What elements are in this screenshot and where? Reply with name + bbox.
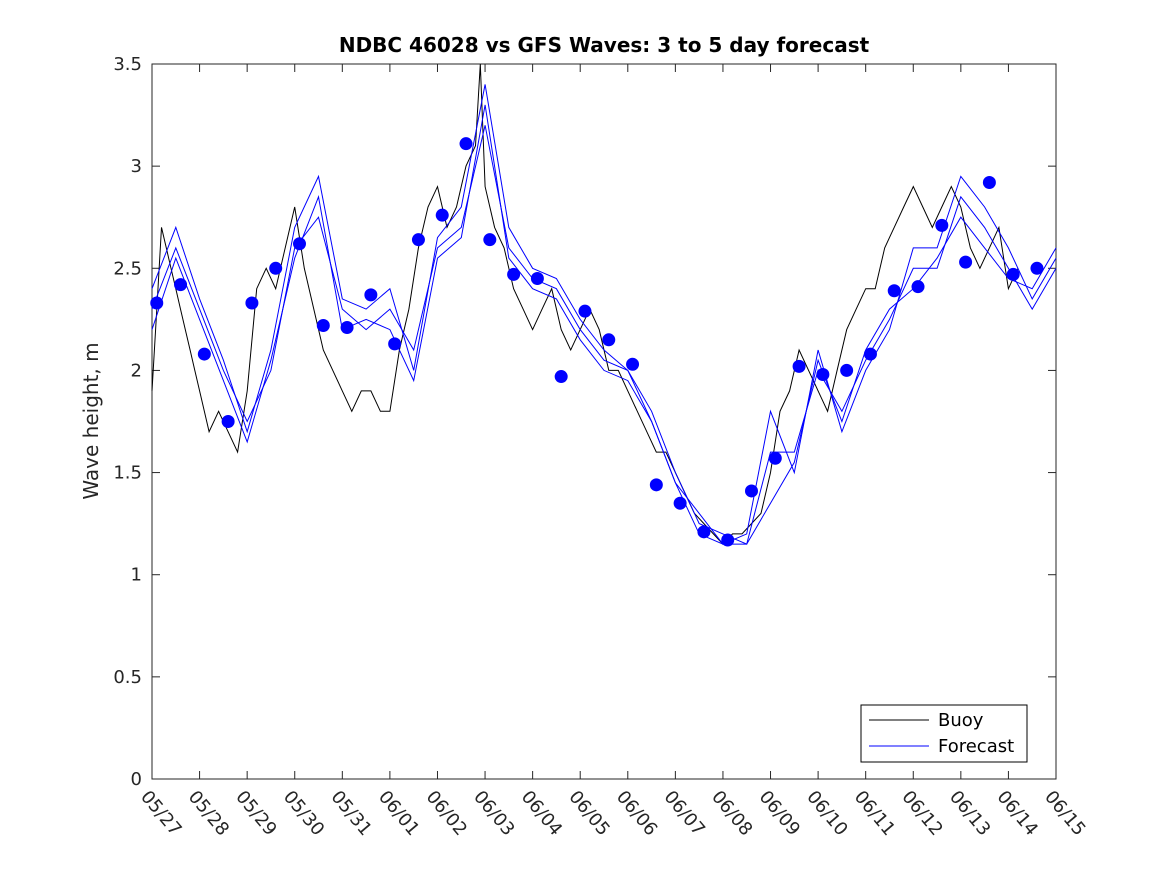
y-tick-label: 3.5 xyxy=(113,54,142,75)
forecast-marker xyxy=(150,296,164,310)
forecast-marker xyxy=(197,347,211,361)
forecast-marker xyxy=(269,261,283,275)
forecast-marker xyxy=(435,208,449,222)
forecast-marker xyxy=(459,137,473,151)
y-tick-label: 2 xyxy=(131,360,142,381)
forecast-marker xyxy=(840,363,854,377)
y-tick-label: 1.5 xyxy=(113,463,142,484)
y-tick-label: 1 xyxy=(131,565,142,586)
forecast-marker xyxy=(221,415,235,428)
forecast-marker xyxy=(649,478,663,492)
legend: Buoy Forecast xyxy=(860,704,1028,763)
forecast-marker xyxy=(982,175,996,189)
forecast-marker xyxy=(1030,261,1044,275)
forecast-line xyxy=(151,84,1057,545)
forecast-marker xyxy=(863,347,877,361)
legend-box xyxy=(860,704,1028,763)
forecast-marker xyxy=(364,288,378,302)
forecast-marker xyxy=(768,451,782,465)
forecast-marker xyxy=(721,533,735,547)
forecast-marker xyxy=(935,218,949,232)
axes-box xyxy=(151,63,1057,780)
forecast-marker xyxy=(911,280,925,294)
forecast-marker xyxy=(174,278,188,292)
legend-label-forecast: Forecast xyxy=(938,736,1014,757)
forecast-marker xyxy=(1006,267,1020,281)
forecast-marker xyxy=(697,525,711,539)
forecast-marker xyxy=(388,337,402,351)
forecast-marker xyxy=(959,255,973,269)
forecast-marker xyxy=(578,304,592,318)
forecast-marker xyxy=(316,318,330,332)
forecast-marker xyxy=(483,233,497,247)
forecast-marker xyxy=(411,233,425,247)
forecast-marker xyxy=(744,484,758,498)
forecast-marker xyxy=(792,359,806,373)
buoy-line xyxy=(151,63,1019,545)
y-tick-label: 3 xyxy=(131,156,142,177)
forecast-marker xyxy=(245,296,259,310)
legend-label-buoy: Buoy xyxy=(938,710,984,731)
forecast-line xyxy=(151,104,1057,545)
forecast-marker xyxy=(602,333,616,347)
forecast-marker xyxy=(887,284,901,298)
y-axis-label: Wave height, m xyxy=(79,342,103,499)
y-tick-label: 0 xyxy=(131,769,142,790)
forecast-marker xyxy=(554,370,568,384)
forecast-marker xyxy=(816,368,830,382)
forecast-marker xyxy=(626,357,640,371)
forecast-marker xyxy=(530,272,544,285)
forecast-marker xyxy=(673,496,687,510)
forecast-marker xyxy=(340,321,354,335)
chart-title: NDBC 46028 vs GFS Waves: 3 to 5 day fore… xyxy=(339,33,870,57)
forecast-marker xyxy=(507,267,521,281)
forecast-marker xyxy=(292,237,306,251)
y-tick-label: 0.5 xyxy=(113,667,142,688)
y-tick-label: 2.5 xyxy=(113,258,142,279)
